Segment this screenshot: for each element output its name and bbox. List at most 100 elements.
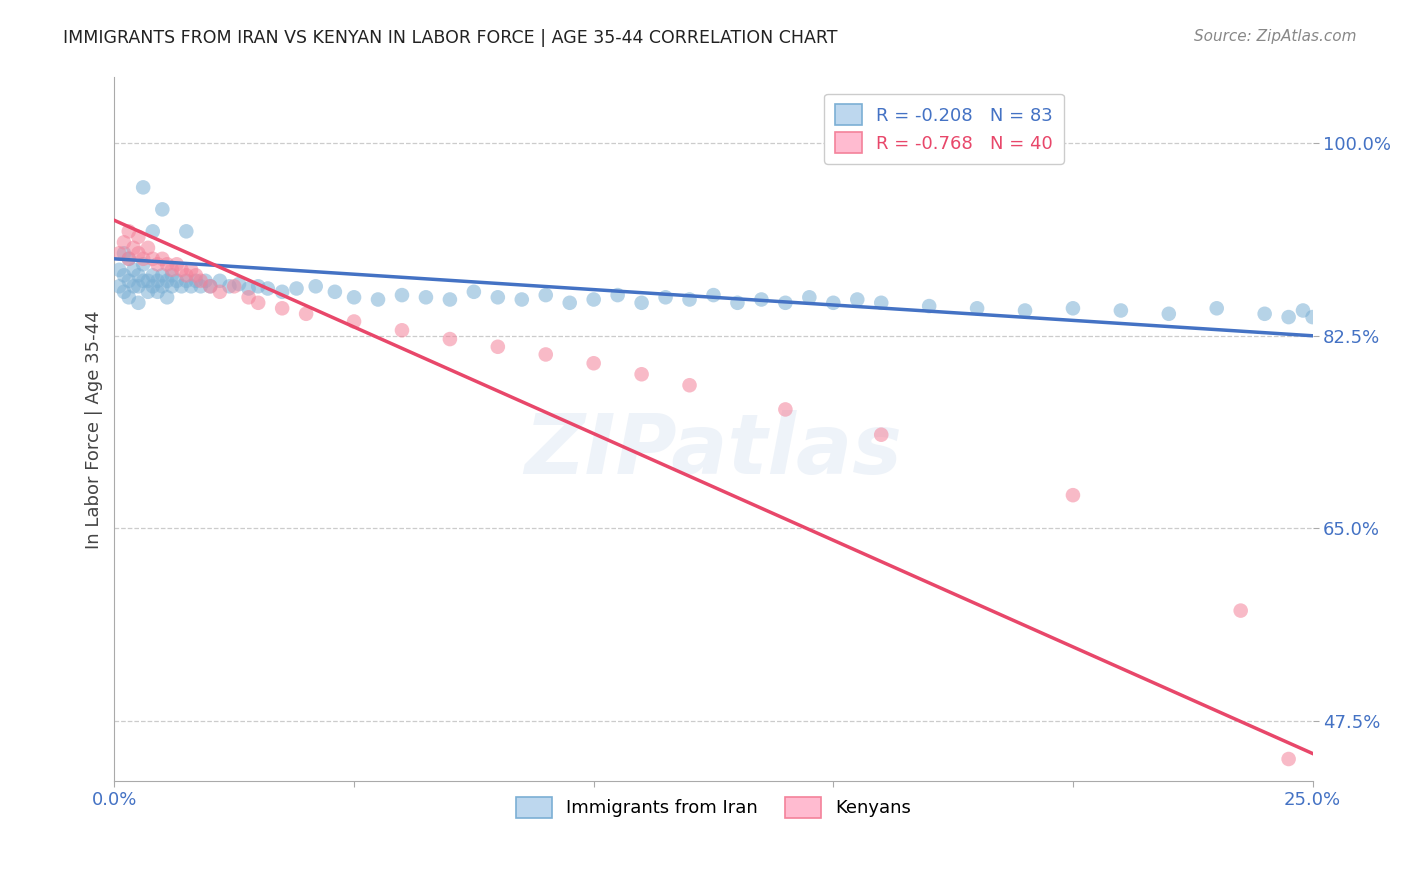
Point [146,257,169,271]
Point [1292,303,1315,318]
Point [112,285,135,299]
Point [118,252,141,266]
Point [122,241,145,255]
Point [127,279,149,293]
Point [118,290,141,304]
Point [799,290,821,304]
Point [285,281,308,295]
Point [132,180,155,194]
Point [1278,752,1301,766]
Point [184,274,207,288]
Point [823,295,845,310]
Point [218,279,240,293]
Point [156,257,179,271]
Point [751,293,773,307]
Point [166,257,188,271]
Point [305,279,328,293]
Point [1253,307,1275,321]
Point [630,368,652,382]
Point [238,290,260,304]
Point [367,293,389,307]
Point [630,295,652,310]
Point [200,279,222,293]
Point [247,279,270,293]
Point [160,262,183,277]
Point [343,290,366,304]
Point [142,252,165,266]
Text: Source: ZipAtlas.com: Source: ZipAtlas.com [1194,29,1357,44]
Point [150,279,173,293]
Point [190,279,212,293]
Point [228,277,250,292]
Point [170,262,193,277]
Point [224,279,246,293]
Point [1014,303,1036,318]
Point [180,262,202,277]
Point [966,301,988,316]
Point [323,285,346,299]
Point [558,295,581,310]
Point [160,279,183,293]
Point [870,427,893,442]
Point [136,241,159,255]
Point [678,378,700,392]
Point [142,268,165,283]
Text: IMMIGRANTS FROM IRAN VS KENYAN IN LABOR FORCE | AGE 35-44 CORRELATION CHART: IMMIGRANTS FROM IRAN VS KENYAN IN LABOR … [63,29,838,46]
Point [1109,303,1132,318]
Point [1229,604,1251,618]
Legend: Immigrants from Iran, Kenyans: Immigrants from Iran, Kenyans [509,789,918,825]
Point [1062,488,1084,502]
Point [146,285,169,299]
Point [132,274,155,288]
Point [727,295,749,310]
Point [127,295,149,310]
Point [486,340,509,354]
Point [194,274,217,288]
Point [127,246,149,260]
Point [190,274,212,288]
Point [150,202,173,217]
Point [176,268,198,283]
Point [127,268,149,283]
Point [1205,301,1227,316]
Point [1278,310,1301,324]
Point [142,279,165,293]
Point [150,268,173,283]
Point [271,301,294,316]
Point [1302,310,1324,324]
Point [256,281,278,295]
Point [1062,301,1084,316]
Point [180,279,202,293]
Point [654,290,676,304]
Point [415,290,437,304]
Point [200,279,222,293]
Point [775,402,797,417]
Point [176,274,198,288]
Point [132,252,155,266]
Point [391,288,413,302]
Point [127,230,149,244]
Point [582,293,605,307]
Point [166,274,188,288]
Point [208,285,231,299]
Point [108,262,131,277]
Point [112,246,135,260]
Point [439,293,461,307]
Point [108,246,131,260]
Point [582,356,605,370]
Point [156,290,179,304]
Point [132,257,155,271]
Point [122,279,145,293]
Point [678,293,700,307]
Point [606,288,628,302]
Point [295,307,318,321]
Point [918,299,941,313]
Point [775,295,797,310]
Point [343,314,366,328]
Point [136,274,159,288]
Point [238,281,260,295]
Point [170,279,193,293]
Point [150,252,173,266]
Point [156,274,179,288]
Point [142,224,165,238]
